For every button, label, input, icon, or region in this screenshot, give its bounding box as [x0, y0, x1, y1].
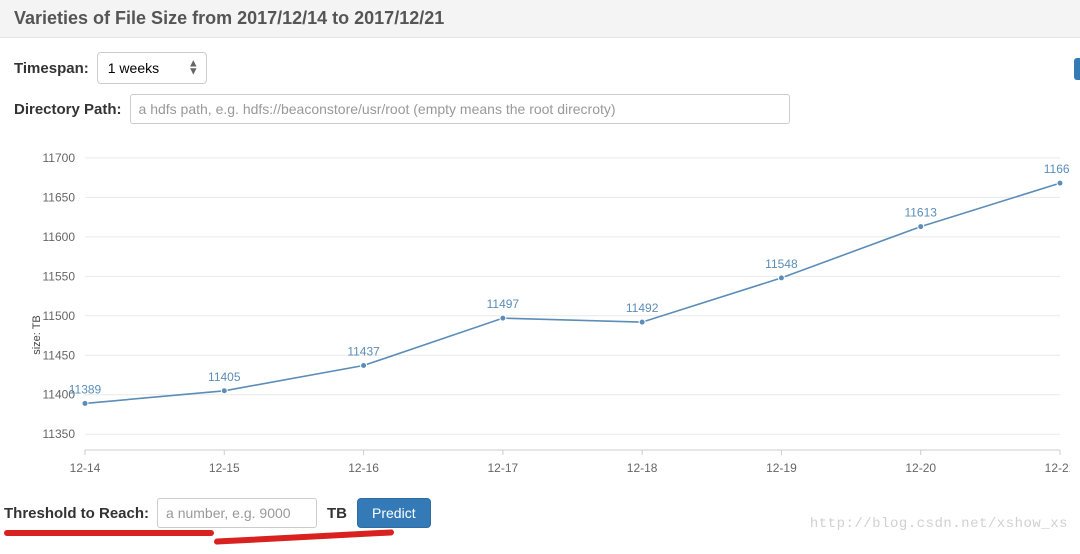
- timespan-select[interactable]: 1 weeks: [97, 52, 207, 84]
- svg-text:12-16: 12-16: [348, 461, 379, 475]
- timespan-label: Timespan:: [14, 60, 89, 77]
- annotation-underline-1: [4, 530, 214, 536]
- svg-text:12-21: 12-21: [1045, 461, 1070, 475]
- svg-text:12-19: 12-19: [766, 461, 797, 475]
- svg-text:12-17: 12-17: [488, 461, 519, 475]
- svg-text:11650: 11650: [43, 190, 76, 204]
- svg-text:11700: 11700: [43, 151, 76, 165]
- svg-text:11548: 11548: [765, 257, 798, 271]
- svg-text:11613: 11613: [904, 206, 937, 220]
- svg-text:size: TB: size: TB: [31, 315, 43, 355]
- dirpath-label: Directory Path:: [14, 101, 122, 118]
- predict-button[interactable]: Predict: [357, 498, 431, 528]
- svg-text:11437: 11437: [347, 345, 380, 359]
- svg-text:12-18: 12-18: [627, 461, 658, 475]
- annotation-underline-2: [214, 529, 394, 544]
- page-header: Varieties of File Size from 2017/12/14 t…: [0, 0, 1080, 38]
- timespan-row: Timespan: 1 weeks ▲▼: [14, 52, 1066, 84]
- svg-text:12-14: 12-14: [70, 461, 101, 475]
- svg-text:11500: 11500: [43, 309, 76, 323]
- svg-text:11492: 11492: [626, 301, 659, 315]
- threshold-label: Threshold to Reach:: [4, 505, 149, 522]
- svg-text:11600: 11600: [43, 230, 76, 244]
- timespan-select-wrap: 1 weeks ▲▼: [97, 52, 207, 84]
- filesize-line-chart: 1135011400114501150011550116001165011700…: [10, 140, 1070, 490]
- dirpath-row: Directory Path:: [14, 94, 1066, 124]
- svg-text:11450: 11450: [43, 348, 76, 362]
- threshold-unit: TB: [327, 505, 347, 522]
- svg-text:11389: 11389: [69, 382, 102, 396]
- svg-text:11550: 11550: [43, 269, 76, 283]
- chart-svg: 1135011400114501150011550116001165011700…: [10, 140, 1070, 490]
- controls-panel: Timespan: 1 weeks ▲▼ Directory Path:: [0, 38, 1080, 140]
- svg-text:11497: 11497: [487, 297, 520, 311]
- svg-text:12-15: 12-15: [209, 461, 240, 475]
- directory-path-input[interactable]: [130, 94, 790, 124]
- right-edge-accent: [1074, 58, 1080, 80]
- watermark-text: http://blog.csdn.net/xshow_xs: [810, 516, 1068, 532]
- svg-text:11405: 11405: [208, 370, 241, 384]
- threshold-input[interactable]: [157, 498, 317, 528]
- threshold-row: Threshold to Reach: TB Predict http://bl…: [0, 490, 1080, 542]
- svg-text:12-20: 12-20: [905, 461, 936, 475]
- svg-text:11350: 11350: [43, 427, 76, 441]
- page-title: Varieties of File Size from 2017/12/14 t…: [14, 8, 1066, 29]
- svg-text:11668: 11668: [1044, 162, 1070, 176]
